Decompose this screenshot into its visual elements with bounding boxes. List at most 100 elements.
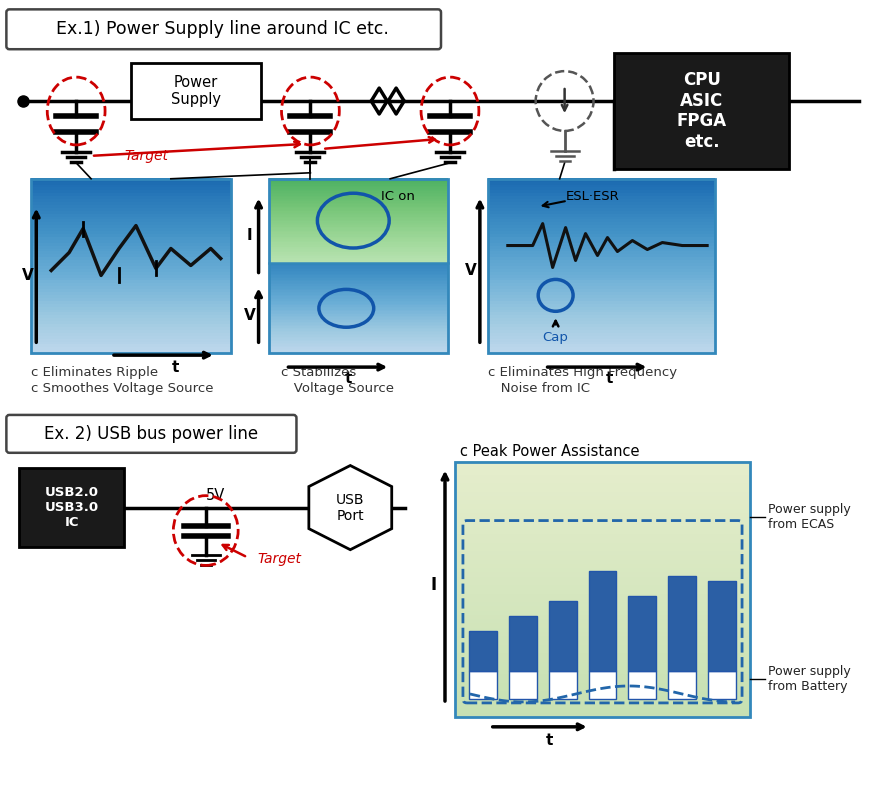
Bar <box>269 302 448 304</box>
Bar <box>509 616 537 671</box>
Bar <box>269 250 448 252</box>
Bar <box>455 704 750 709</box>
Text: t: t <box>606 370 613 385</box>
Bar <box>269 321 448 324</box>
Text: t: t <box>546 733 553 748</box>
Bar <box>488 271 715 274</box>
Bar <box>455 653 750 657</box>
Bar <box>455 597 750 602</box>
Bar <box>269 269 448 271</box>
Bar <box>269 294 448 297</box>
Bar <box>269 184 448 186</box>
Bar <box>269 242 448 244</box>
Bar <box>455 695 750 700</box>
Text: V: V <box>244 308 255 323</box>
Bar <box>31 204 231 208</box>
Bar <box>488 240 715 243</box>
Text: Target: Target <box>257 552 301 566</box>
Bar <box>614 53 789 168</box>
Bar <box>269 303 448 305</box>
Bar <box>31 277 231 281</box>
Bar <box>269 274 448 275</box>
Bar <box>31 193 231 196</box>
Bar <box>488 274 715 278</box>
Bar <box>269 275 448 277</box>
Bar <box>455 576 750 581</box>
Bar <box>455 559 750 564</box>
Bar <box>269 222 448 224</box>
Bar <box>31 335 231 339</box>
Bar <box>31 294 231 298</box>
Bar <box>455 678 750 683</box>
Bar <box>455 691 750 695</box>
Bar <box>455 486 750 491</box>
Bar <box>488 190 715 193</box>
Bar <box>455 615 750 619</box>
Bar <box>269 329 448 331</box>
Bar <box>488 324 715 327</box>
Text: t: t <box>172 360 179 375</box>
Bar <box>455 712 750 717</box>
Bar <box>269 309 448 312</box>
Bar <box>455 606 750 611</box>
Bar <box>455 644 750 649</box>
Bar <box>469 631 497 671</box>
Bar <box>488 195 715 199</box>
Bar <box>269 312 448 314</box>
Bar <box>269 230 448 233</box>
Bar <box>31 219 231 222</box>
Bar <box>31 210 231 214</box>
Polygon shape <box>309 466 392 550</box>
Bar <box>269 192 448 195</box>
Bar <box>488 199 715 202</box>
Text: V: V <box>465 263 476 278</box>
Bar <box>455 699 750 704</box>
Bar <box>488 251 715 255</box>
FancyBboxPatch shape <box>6 415 296 452</box>
Bar <box>31 329 231 333</box>
Bar <box>488 193 715 196</box>
Bar <box>269 326 448 327</box>
Bar <box>455 623 750 627</box>
Bar <box>269 217 448 218</box>
Bar <box>31 268 231 272</box>
Bar <box>269 320 448 322</box>
Bar <box>269 259 448 261</box>
Bar <box>269 187 448 188</box>
Bar <box>455 525 750 530</box>
Bar <box>488 204 715 208</box>
Bar <box>488 257 715 260</box>
Bar <box>269 257 448 259</box>
Text: Power supply
from Battery: Power supply from Battery <box>768 665 850 693</box>
Bar <box>269 197 448 199</box>
Bar <box>269 267 448 270</box>
Bar <box>269 336 448 339</box>
Bar <box>31 242 231 246</box>
Bar <box>488 283 715 286</box>
Bar <box>269 338 448 339</box>
Text: c Eliminates High Frequency: c Eliminates High Frequency <box>488 365 677 379</box>
Text: c Stabilizes: c Stabilizes <box>280 365 355 379</box>
Bar <box>269 185 448 187</box>
Bar <box>31 301 231 304</box>
Bar <box>455 593 750 598</box>
Bar <box>488 338 715 342</box>
Bar <box>269 345 448 347</box>
Bar <box>269 246 448 248</box>
Bar <box>269 226 448 228</box>
Bar <box>455 547 750 551</box>
Bar <box>269 343 448 344</box>
Bar <box>455 474 750 479</box>
Bar <box>269 214 448 215</box>
Bar <box>269 229 448 231</box>
Bar <box>269 228 448 229</box>
Bar <box>269 305 448 307</box>
Bar <box>31 283 231 286</box>
Bar <box>269 299 448 301</box>
Bar <box>488 306 715 309</box>
Bar <box>269 293 448 295</box>
Text: V: V <box>21 268 34 283</box>
Bar <box>488 245 715 248</box>
Bar <box>269 201 448 202</box>
Bar <box>269 244 448 247</box>
